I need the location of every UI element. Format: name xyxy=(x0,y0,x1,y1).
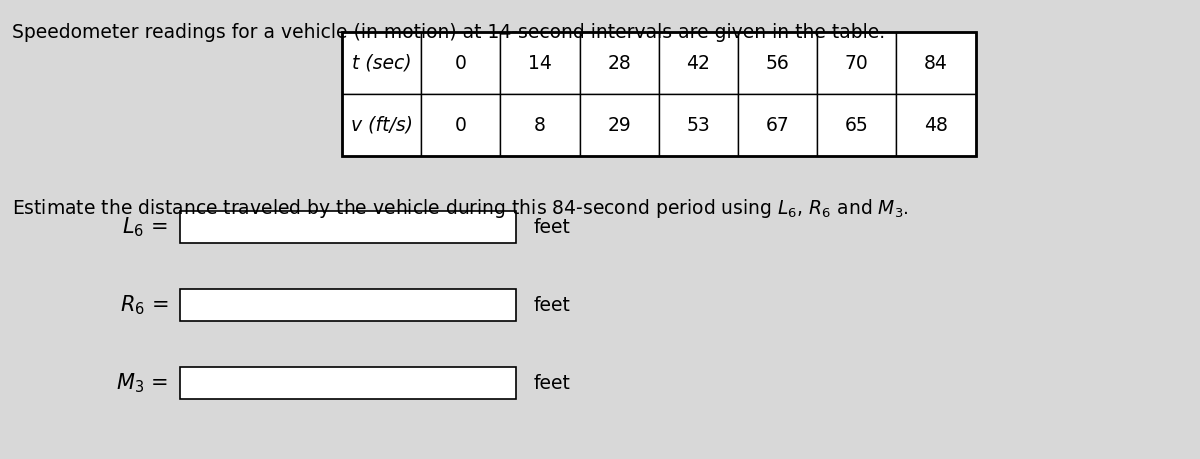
Text: 48: 48 xyxy=(924,116,948,134)
Text: 14: 14 xyxy=(528,54,552,73)
Text: $R_6$ =: $R_6$ = xyxy=(120,293,168,317)
Bar xyxy=(500,94,580,156)
Text: 29: 29 xyxy=(607,116,631,134)
Text: 8: 8 xyxy=(534,116,546,134)
Text: v (ft/s): v (ft/s) xyxy=(350,116,413,134)
Text: 56: 56 xyxy=(766,54,790,73)
Bar xyxy=(896,94,976,156)
Text: t (sec): t (sec) xyxy=(352,54,412,73)
Bar xyxy=(738,32,817,94)
Bar xyxy=(738,94,817,156)
Text: feet: feet xyxy=(534,296,571,315)
Bar xyxy=(342,32,976,156)
Bar xyxy=(342,94,421,156)
Text: 28: 28 xyxy=(607,54,631,73)
Bar xyxy=(659,94,738,156)
Bar xyxy=(421,32,500,94)
Text: 65: 65 xyxy=(845,116,869,134)
Text: 84: 84 xyxy=(924,54,948,73)
Text: $L_6$ =: $L_6$ = xyxy=(122,215,168,239)
Bar xyxy=(580,32,659,94)
Bar xyxy=(421,94,500,156)
Bar xyxy=(180,211,516,243)
Text: 42: 42 xyxy=(686,54,710,73)
Text: $M_3$ =: $M_3$ = xyxy=(116,371,168,395)
Text: Speedometer readings for a vehicle (in motion) at 14-second intervals are given : Speedometer readings for a vehicle (in m… xyxy=(12,23,886,42)
Bar xyxy=(817,32,896,94)
Bar xyxy=(659,32,738,94)
Bar xyxy=(342,32,421,94)
Text: Estimate the distance traveled by the vehicle during this 84-second period using: Estimate the distance traveled by the ve… xyxy=(12,197,908,220)
Text: 67: 67 xyxy=(766,116,790,134)
Bar xyxy=(580,94,659,156)
Text: feet: feet xyxy=(534,218,571,237)
Bar xyxy=(500,32,580,94)
Text: 0: 0 xyxy=(455,116,467,134)
Text: 0: 0 xyxy=(455,54,467,73)
Bar xyxy=(180,367,516,399)
Bar xyxy=(817,94,896,156)
Text: feet: feet xyxy=(534,374,571,393)
Bar xyxy=(896,32,976,94)
Text: 70: 70 xyxy=(845,54,869,73)
Text: 53: 53 xyxy=(686,116,710,134)
Bar xyxy=(180,289,516,321)
